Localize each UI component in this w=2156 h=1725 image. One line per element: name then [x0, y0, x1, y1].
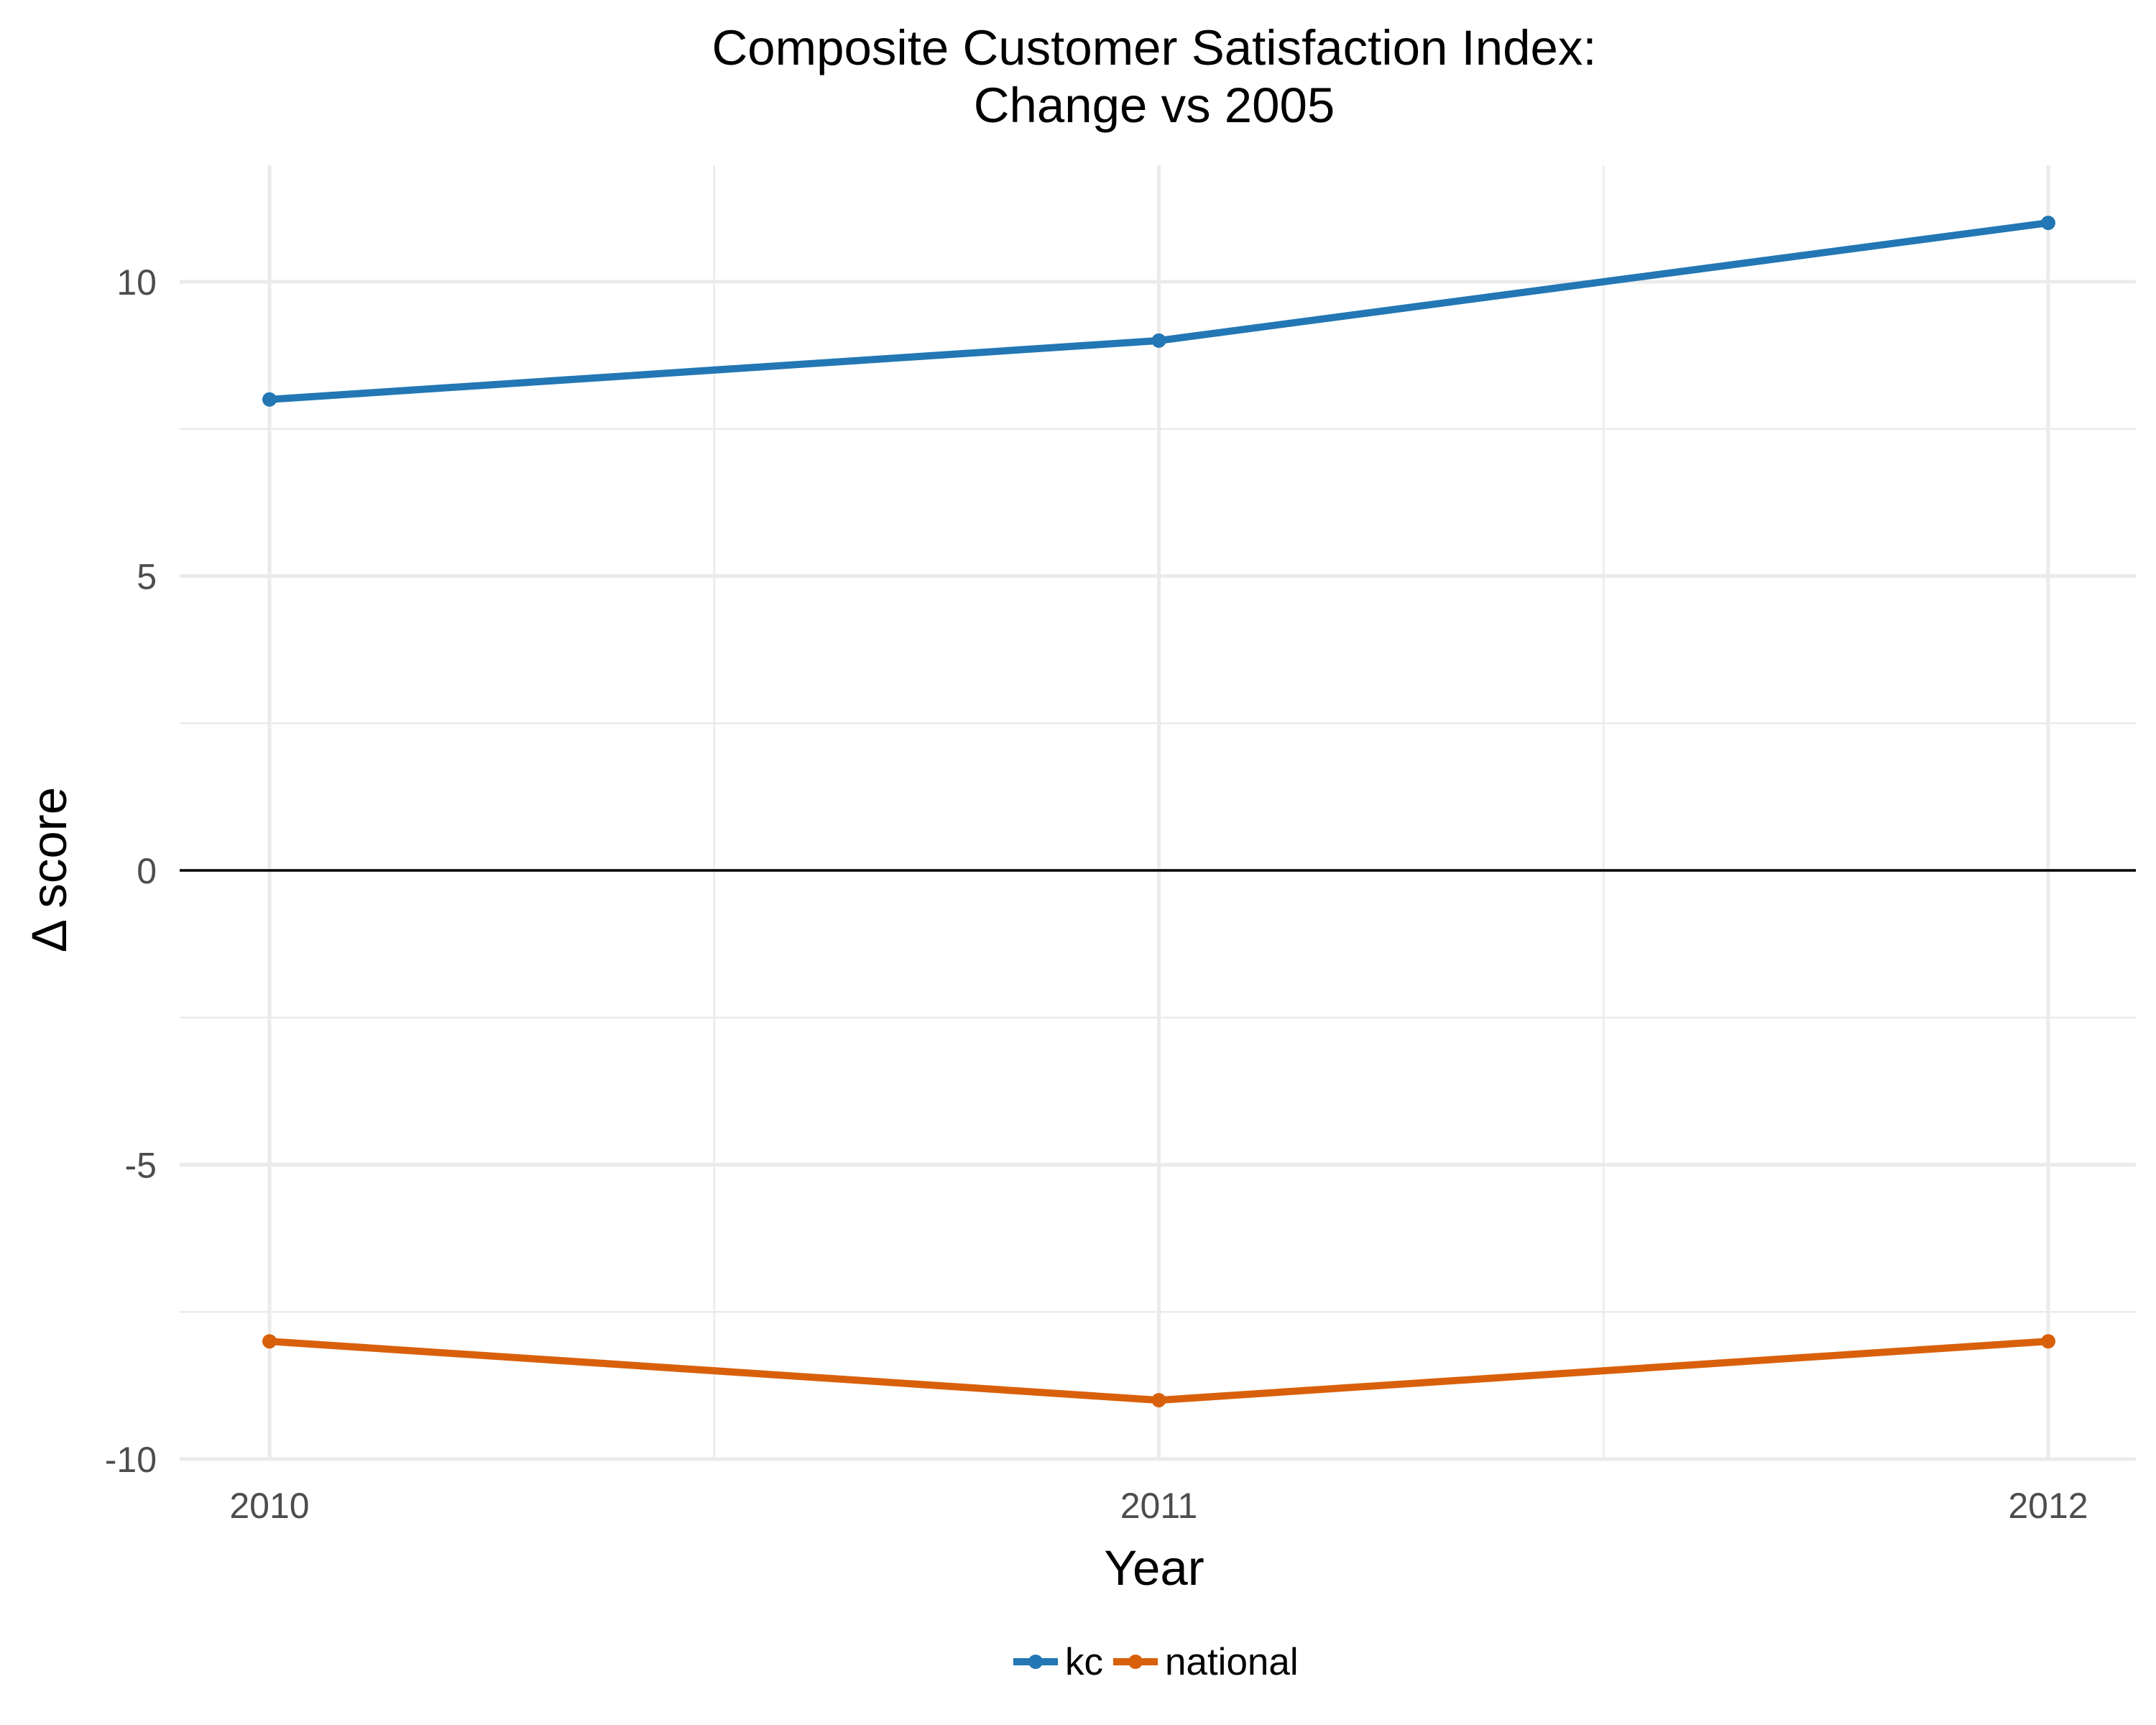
legend-label-national: national [1165, 1641, 1299, 1683]
y-tick-label: 10 [116, 262, 157, 303]
data-point-national-2012 [2041, 1334, 2055, 1349]
legend-key-point-national [1128, 1655, 1143, 1669]
data-point-kc-2010 [262, 392, 277, 407]
data-point-kc-2011 [1151, 333, 1166, 348]
y-tick-label: 0 [137, 851, 157, 891]
y-tick-label: 5 [137, 557, 157, 597]
y-tick-label: -10 [105, 1440, 157, 1480]
series-layer [262, 216, 2055, 1408]
axis-layer: -10 -5 0 5 10 2010 2011 2012 [105, 262, 2088, 1526]
data-point-national-2011 [1151, 1393, 1166, 1408]
chart-title-line-2: Change vs 2005 [974, 78, 1335, 133]
chart-title-line-1: Composite Customer Satisfaction Index: [711, 20, 1596, 75]
y-axis-title: Δ score [22, 787, 77, 952]
legend: kc national [1013, 1641, 1299, 1683]
grid-layer [180, 165, 2136, 1461]
legend-label-kc: kc [1065, 1641, 1103, 1683]
y-tick-label: -5 [125, 1146, 157, 1186]
x-axis-title: Year [1104, 1540, 1204, 1596]
legend-key-point-kc [1028, 1655, 1043, 1669]
x-tick-label: 2011 [1120, 1486, 1198, 1526]
data-point-national-2010 [262, 1334, 277, 1349]
x-tick-label: 2012 [2008, 1486, 2088, 1526]
x-tick-label: 2010 [229, 1486, 309, 1526]
data-point-kc-2012 [2041, 216, 2055, 231]
